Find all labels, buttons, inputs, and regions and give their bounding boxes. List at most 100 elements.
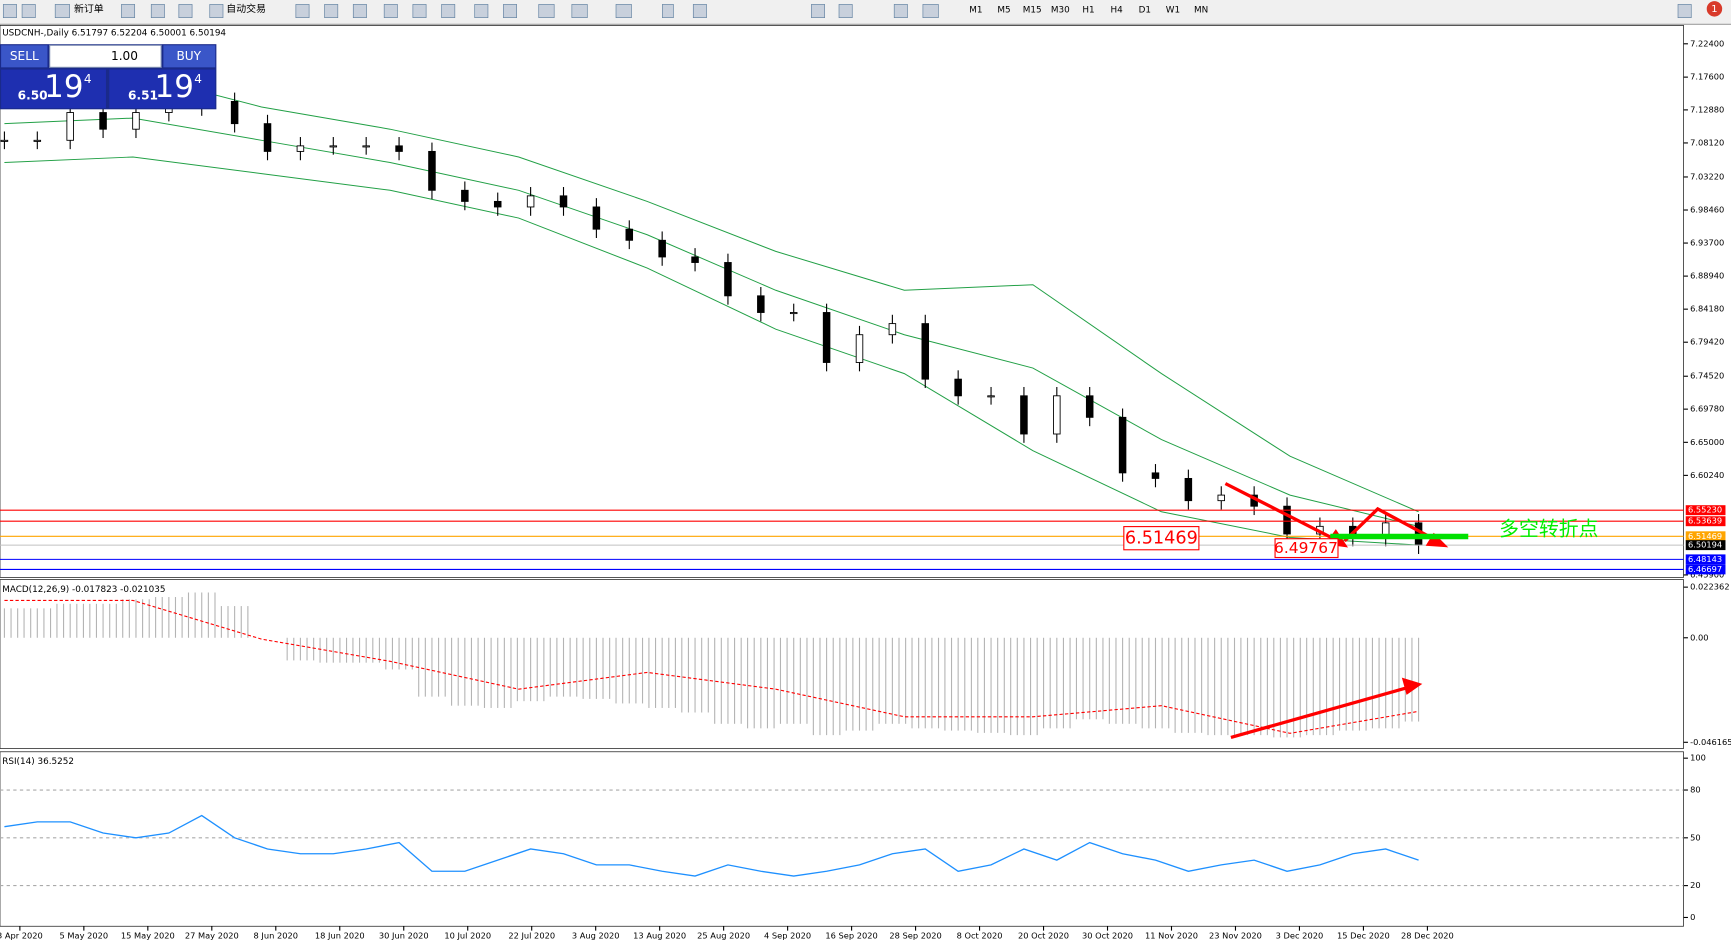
candle (888, 323, 897, 336)
candle (1085, 395, 1094, 418)
candle (362, 145, 370, 148)
buy-button[interactable] (163, 45, 216, 68)
timeframe-button[interactable]: D1 (1139, 5, 1151, 15)
annotation-box (1123, 526, 1200, 551)
y-tick-label: 6.98460 (1690, 205, 1724, 215)
ask-pips: 19 (155, 69, 194, 105)
level-label: 6.48143 (1688, 554, 1722, 564)
annotation-price: 6.49767 (1274, 539, 1338, 557)
toolbar (0, 0, 1731, 25)
timeframe-bar: M1 M5 M15 M30 H1 H4 D1 W1 MN (969, 5, 1208, 15)
candle (33, 139, 42, 142)
order-panel: SELL 1.00 BUY 6.50 19 4 6.51 19 4 (0, 44, 217, 110)
y-tick-label: 100 (1690, 753, 1706, 763)
ask-big: 6.51 (128, 89, 158, 103)
timeframe-button[interactable]: H4 (1111, 5, 1124, 15)
candle (658, 239, 666, 258)
y-tick-label: 6.93700 (1690, 238, 1724, 248)
candle (1184, 477, 1193, 502)
y-tick-label: 0 (1690, 912, 1695, 922)
ask-point: 4 (194, 72, 202, 86)
bid-big: 6.50 (18, 89, 48, 103)
timeframe-button[interactable]: H1 (1082, 5, 1094, 15)
candle (1053, 395, 1061, 435)
candle (428, 150, 436, 191)
candle (987, 395, 995, 398)
auto-trading-button[interactable]: 自动交易 (226, 2, 266, 15)
new-order-button[interactable]: 新订单 (74, 2, 104, 15)
y-tick-label: 6.79420 (1690, 337, 1724, 347)
level-tag (1685, 540, 1726, 551)
volume-input[interactable] (49, 44, 162, 68)
level-label: 6.51469 (1688, 531, 1722, 541)
rsi-chart: 100 80 50 20 0 (0, 753, 1706, 922)
x-tick-label: 11 Nov 2020 (1145, 931, 1198, 941)
candle (0, 139, 9, 142)
x-tick-label: 3 Apr 2020 (0, 931, 43, 941)
y-tick-label: 7.03220 (1690, 171, 1724, 181)
buy-price-box[interactable] (109, 69, 216, 109)
x-tick-label: 22 Jul 2020 (508, 931, 555, 941)
x-tick-label: 30 Jun 2020 (379, 931, 429, 941)
y-tick-label: 6.45900 (1690, 569, 1724, 579)
timeframe-button[interactable]: W1 (1166, 5, 1180, 15)
candle (132, 112, 140, 130)
level-label: 6.55230 (1688, 505, 1722, 515)
bollinger-band (4, 156, 1419, 546)
candle (461, 189, 469, 202)
level-tag (1685, 564, 1726, 575)
bid-point: 4 (84, 72, 92, 86)
rsi-header: RSI(14) 36.5252 (2, 757, 74, 767)
y-tick-label: 0.00 (1690, 632, 1708, 642)
candle (230, 100, 239, 125)
level-tag (1685, 531, 1726, 542)
y-tick-label: 6.69780 (1690, 404, 1724, 414)
sell-price-box[interactable] (1, 69, 106, 109)
timeframe-button[interactable]: M1 (969, 5, 982, 15)
sell-button[interactable] (1, 45, 48, 68)
toolbar-icons (2, 4, 1692, 19)
candle (691, 256, 699, 263)
bollinger-band (4, 73, 1419, 513)
rsi-line (4, 814, 1419, 877)
candle (559, 195, 568, 208)
level-tag (1685, 516, 1726, 527)
x-tick-label: 8 Jun 2020 (254, 931, 298, 941)
y-tick-label: 6.84180 (1690, 304, 1724, 314)
level-label: 6.50194 (1688, 540, 1722, 550)
y-tick-label: 7.17600 (1690, 72, 1724, 82)
x-tick-label: 28 Dec 2020 (1401, 931, 1454, 941)
bid-pips: 19 (44, 69, 83, 105)
x-tick-label: 10 Jul 2020 (444, 931, 491, 941)
candle (822, 312, 831, 363)
x-tick-label: 15 Dec 2020 (1337, 931, 1390, 941)
volume-value: 1.00 (111, 49, 138, 63)
candle (724, 262, 732, 297)
level-label: 6.53639 (1688, 516, 1722, 526)
notification-badge[interactable] (1706, 1, 1723, 17)
x-tick-label: 5 May 2020 (60, 931, 109, 941)
annotation-box (1274, 538, 1339, 559)
timeframe-button[interactable]: M30 (1051, 5, 1070, 15)
candle (1020, 395, 1028, 435)
notification-count: 1 (1711, 4, 1717, 15)
y-tick-label: 7.22400 (1690, 38, 1724, 48)
candle (99, 112, 107, 130)
candle (493, 200, 502, 208)
buy-label: BUY (176, 49, 201, 63)
signal-line (4, 599, 1419, 734)
x-tick-label: 28 Sep 2020 (889, 931, 941, 941)
candle (921, 323, 930, 380)
y-tick-label: 7.12880 (1690, 104, 1724, 114)
candle (592, 206, 601, 230)
timeframe-button[interactable]: MN (1194, 5, 1208, 15)
candle (625, 228, 634, 241)
timeframe-button[interactable]: M15 (1023, 5, 1042, 15)
candle (855, 334, 864, 363)
macd-header: MACD(12,26,9) -0.017823 -0.021035 (2, 585, 165, 595)
x-tick-label: 25 Aug 2020 (697, 931, 750, 941)
timeframe-button[interactable]: M5 (997, 5, 1010, 15)
candle (263, 123, 272, 152)
candle (66, 112, 74, 141)
